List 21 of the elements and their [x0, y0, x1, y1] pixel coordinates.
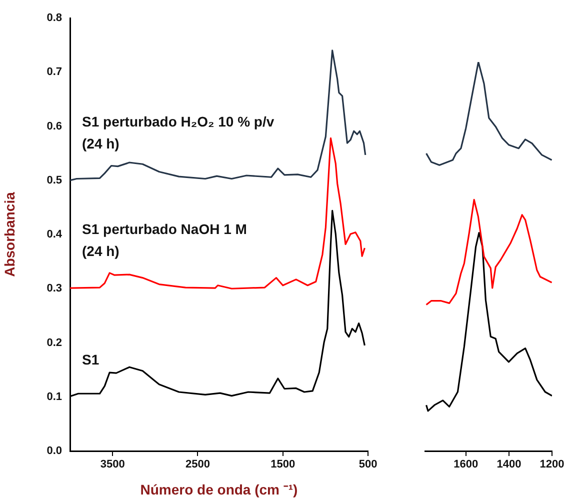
x-tick-label: 3500 [100, 458, 125, 471]
x-tick-label: 500 [358, 458, 378, 471]
x-tick-label: 2500 [185, 458, 210, 471]
y-tick-label: 0.0 [46, 445, 62, 458]
y-tick-label: 0.4 [46, 228, 63, 241]
x-axis-title: Número de onda (cm ⁻¹) [140, 481, 298, 498]
x-tick-label: 1200 [540, 458, 564, 471]
y-tick-label: 0.3 [46, 282, 62, 295]
y-axis-title: Absorbancia [1, 192, 18, 277]
x-tick-label: 1400 [496, 458, 522, 471]
series-label: S1 perturbado H₂O₂ 10 % p/v (24 h) [82, 113, 274, 152]
y-tick-label: 0.5 [46, 174, 62, 186]
y-tick-label: 0.7 [46, 66, 62, 78]
y-tick-label: 0.8 [46, 12, 62, 24]
text: S1 perturbado NaOH 1 M (24 h) [82, 221, 247, 260]
x-tick-label: 1500 [270, 458, 296, 471]
x-tick-label: 1600 [454, 458, 478, 471]
y-tick-label: 0.6 [46, 120, 62, 132]
series-label: S1 [82, 351, 100, 368]
y-tick-label: 0.1 [46, 390, 62, 403]
y-tick-label: 0.2 [46, 336, 62, 349]
